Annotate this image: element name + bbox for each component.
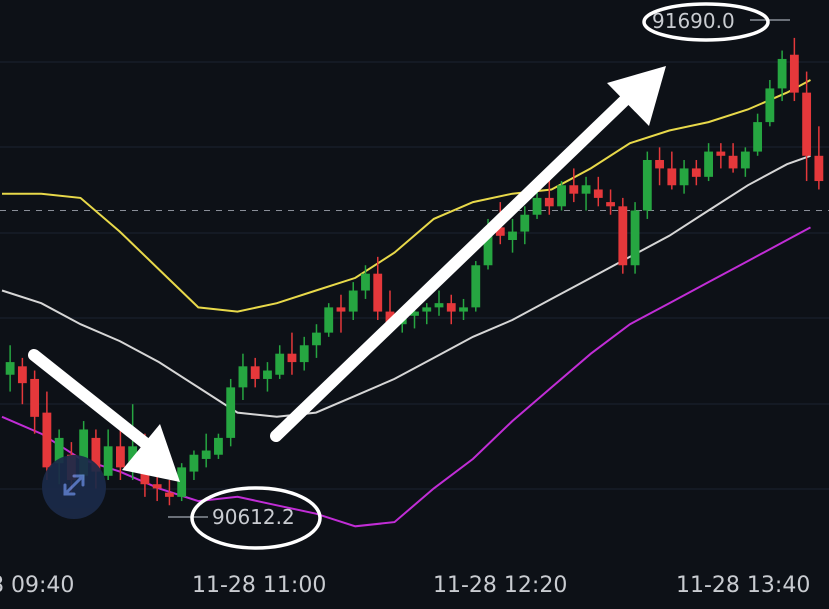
candle-up: [557, 185, 566, 207]
candle-up: [128, 446, 138, 468]
candle-up: [299, 345, 309, 363]
candle-up: [777, 58, 787, 89]
candle-down: [569, 185, 579, 194]
high-price-circle: [642, 2, 770, 42]
candle-up: [483, 227, 493, 266]
candle-down: [814, 155, 824, 182]
expand-chart-button[interactable]: [42, 455, 106, 519]
candle-up: [275, 353, 285, 375]
high-price-label: 91690.0: [652, 9, 735, 33]
candle-up: [226, 387, 236, 438]
candle-up: [765, 88, 775, 123]
candle-down: [42, 412, 52, 468]
candle-down: [691, 168, 701, 177]
candle-down: [544, 197, 554, 207]
expand-diagonal-arrows-icon: [57, 468, 91, 506]
candle-up: [753, 122, 763, 152]
candle-up: [214, 437, 223, 455]
candle-up: [679, 168, 689, 186]
candle-up: [459, 307, 468, 312]
candle-up: [740, 151, 750, 169]
candle-up: [630, 210, 640, 266]
candle-up: [434, 303, 444, 308]
candle-up: [79, 429, 89, 476]
candle-down: [789, 54, 799, 93]
candle-down: [802, 92, 812, 156]
candle-up: [520, 214, 530, 232]
candle-down: [655, 160, 664, 169]
low-price-label: 90612.2: [212, 505, 295, 529]
candle-down: [17, 366, 27, 384]
candle-up: [312, 332, 321, 346]
candle-up: [177, 467, 187, 497]
candle-down: [606, 202, 615, 207]
candle-up: [189, 454, 199, 472]
candle-up: [642, 160, 652, 211]
candle-down: [716, 151, 726, 156]
candle-up: [422, 307, 432, 312]
candle-down: [446, 303, 456, 312]
candle-up: [103, 446, 113, 476]
annotation-arrow-down: [28, 349, 180, 482]
x-tick-label: 8 09:40: [0, 573, 74, 598]
candle-up: [348, 290, 358, 312]
candle-up: [201, 450, 211, 459]
candle-down: [250, 366, 260, 379]
candle-up: [361, 273, 370, 291]
x-tick-label: 11-28 12:20: [433, 573, 567, 598]
candle-up: [410, 311, 419, 316]
candle-down: [593, 189, 603, 198]
candle-down: [667, 168, 677, 186]
candle-up: [581, 185, 591, 194]
bollinger-middle-line: [1, 154, 811, 418]
candle-up: [324, 307, 334, 333]
candle-down: [385, 311, 395, 325]
candle-up: [238, 366, 248, 388]
x-tick-label: 11-28 13:40: [676, 573, 810, 598]
candle-up: [471, 265, 481, 308]
candle-down: [618, 206, 628, 266]
candle-down: [495, 227, 505, 236]
annotation-arrow-up: [270, 66, 666, 442]
candle-down: [728, 155, 738, 169]
candle-up: [704, 151, 714, 177]
bollinger-upper-line: [2, 79, 811, 313]
candle-down: [373, 273, 383, 312]
candle-up: [54, 437, 64, 464]
candle-up: [532, 197, 542, 215]
candle-down: [152, 484, 162, 489]
x-tick-label: 11-28 11:00: [192, 573, 326, 598]
bollinger-lower-line: [1, 226, 811, 528]
grid-lines: [0, 61, 829, 490]
candle-down: [287, 353, 297, 363]
candle-down: [91, 437, 101, 472]
candle-down: [115, 446, 125, 468]
candle-up: [508, 231, 517, 240]
low-price-circle: [190, 486, 322, 550]
candle-up: [5, 362, 15, 375]
candle-down: [165, 492, 174, 497]
candle-down: [336, 307, 346, 312]
candle-up: [263, 370, 272, 379]
candle-down: [30, 378, 40, 417]
